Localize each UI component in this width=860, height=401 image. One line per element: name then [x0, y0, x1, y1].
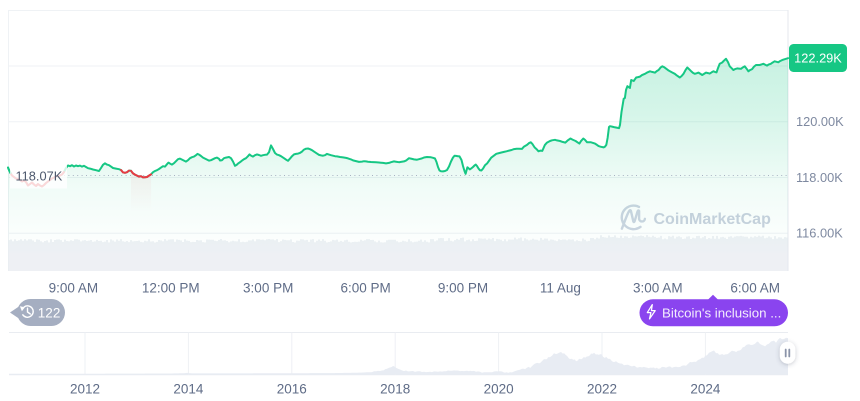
- svg-text:2016: 2016: [277, 382, 307, 397]
- svg-text:9:00 PM: 9:00 PM: [438, 281, 488, 296]
- svg-text:3:00 PM: 3:00 PM: [243, 281, 293, 296]
- svg-text:116.00K: 116.00K: [796, 226, 843, 241]
- svg-text:122.29K: 122.29K: [794, 51, 842, 66]
- svg-text:Bitcoin's inclusion ...: Bitcoin's inclusion ...: [662, 305, 781, 320]
- svg-text:12:00 PM: 12:00 PM: [142, 281, 200, 296]
- svg-text:118.00K: 118.00K: [796, 170, 843, 185]
- svg-text:6:00 AM: 6:00 AM: [730, 281, 780, 296]
- svg-text:2022: 2022: [587, 382, 617, 397]
- svg-text:9:00 AM: 9:00 AM: [49, 281, 99, 296]
- svg-text:2012: 2012: [70, 382, 100, 397]
- svg-text:2020: 2020: [484, 382, 514, 397]
- svg-text:6:00 PM: 6:00 PM: [340, 281, 390, 296]
- svg-text:120.00K: 120.00K: [796, 114, 844, 129]
- svg-text:2018: 2018: [380, 382, 410, 397]
- svg-text:2024: 2024: [690, 382, 721, 397]
- svg-text:2014: 2014: [173, 382, 204, 397]
- svg-text:118.07K: 118.07K: [16, 169, 63, 184]
- svg-text:122: 122: [38, 305, 61, 320]
- svg-text:11 Aug: 11 Aug: [540, 281, 581, 296]
- svg-text:3:00 AM: 3:00 AM: [633, 281, 683, 296]
